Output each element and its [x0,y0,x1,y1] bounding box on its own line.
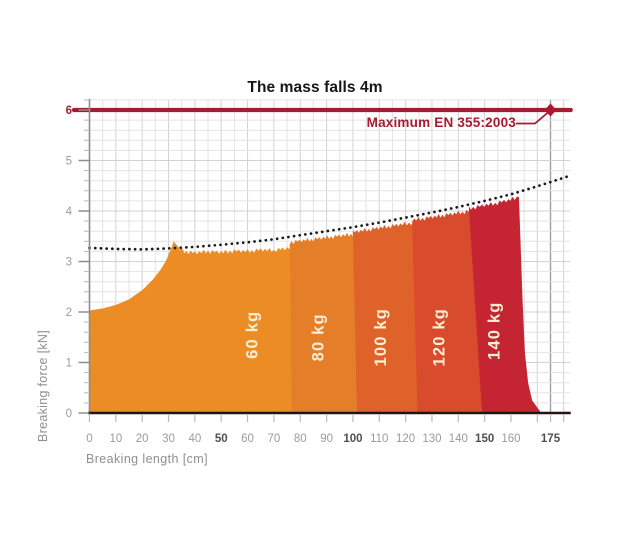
x-tick-label-160: 160 [501,433,520,445]
y-tick-label-4: 4 [66,206,73,218]
series-label-140-kg: 140 kg [485,301,503,360]
series-label-80-kg: 80 kg [309,313,327,361]
y-tick-label-1: 1 [66,358,72,370]
x-axis-title: Breaking length [cm] [86,452,208,466]
x-tick-label-50: 50 [215,433,228,445]
x-tick-label-20: 20 [136,433,149,445]
x-tick-label-80: 80 [294,433,307,445]
area-80-kg [289,232,362,413]
series-label-120-kg: 120 kg [430,308,448,367]
x-tick-label-60: 60 [241,433,254,445]
x-ticks: 0 10 20 30 40 50 60 70 80 90 100 110 120 130 140 150 160… [86,415,565,445]
area-60-kg [89,241,301,413]
y-tick-label-0: 0 [66,408,72,420]
x-tick-label-175: 175 [541,433,561,445]
x-tick-label-90: 90 [320,433,333,445]
area-140-kg [468,196,542,413]
series-labels: 60 kg 80 kg 100 kg 120 kg 140 kg [244,301,504,366]
x-tick-label-10: 10 [109,433,122,445]
max-label-callout [516,111,550,125]
max-line-label: Maximum EN 355:2003 [366,115,516,130]
x-tick-label-110: 110 [370,433,388,445]
x-tick-label-150: 150 [475,433,494,445]
x-tick-label-120: 120 [396,433,415,445]
y-tick-label-2: 2 [66,307,72,319]
y-axis-title: Breaking force [kN] [36,330,50,442]
y-tick-label-5: 5 [66,156,72,168]
y-tick-label-3: 3 [66,257,72,269]
area-120-kg [412,209,482,413]
x-tick-label-100: 100 [343,433,362,445]
x-tick-label-30: 30 [162,433,175,445]
series-areas [89,196,542,413]
y-ticks: 0 1 2 3 4 5 6 [66,99,90,420]
x-tick-label-40: 40 [188,433,201,445]
x-tick-label-130: 130 [422,433,441,445]
dotted-trend-line [88,174,572,251]
x-tick-label-70: 70 [268,433,281,445]
y-tick-label-6: 6 [66,105,72,117]
x-tick-label-0: 0 [86,433,92,445]
chart-title: The mass falls 4m [247,79,383,96]
x-tick-label-140: 140 [449,433,468,445]
max-line-group [71,103,573,125]
series-label-100-kg: 100 kg [372,308,390,367]
area-100-kg [352,220,425,413]
series-label-60-kg: 60 kg [244,311,262,359]
